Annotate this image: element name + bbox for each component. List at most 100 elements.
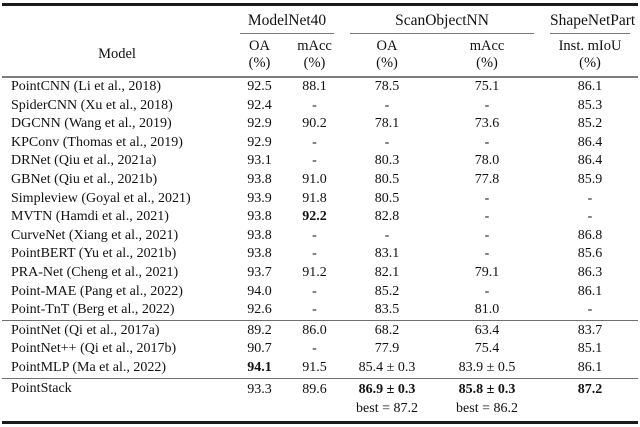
cell-model-name: PointMLP (Ma et al., 2022) [11, 359, 167, 375]
cell-model-name: Simpleview (Goyal et al., 2021) [11, 190, 191, 206]
cell-value-text: - [484, 134, 490, 150]
cell-value-text: 75.4 [474, 341, 500, 357]
best-score-note: best = 86.2 [456, 400, 518, 416]
cell-value: - [287, 227, 342, 246]
cell-value-text: 77.8 [474, 171, 500, 187]
cell-value: 92.9 [232, 115, 287, 134]
cell-value-text: - [484, 209, 490, 225]
cell-value-text: 86.9 ± 0.3 [358, 381, 416, 397]
cell-value-text: 90.2 [302, 116, 327, 132]
cell-value: 91.5 [287, 359, 342, 378]
cell-value-text: 93.8 [247, 171, 272, 187]
cell-model-name: KPConv (Thomas et al., 2019) [11, 134, 183, 150]
cell-value: 93.1 [232, 152, 287, 171]
cell-value-text: 91.0 [302, 171, 327, 187]
cell-value: 78.1 [342, 115, 432, 134]
cell-value-text: 86.3 [577, 264, 603, 280]
cell-value-text: 82.1 [374, 264, 400, 280]
cell-model-name: Point-MAE (Pang et al., 2022) [11, 283, 183, 299]
cell-value-text: 80.5 [374, 190, 400, 206]
cell-value-text: 83.1 [374, 246, 400, 262]
benchmark-results-table: ModelNet40 ScanObjectNN ShapeNetPart Mod… [2, 3, 639, 424]
cell-value-text: - [384, 134, 390, 150]
cell-value: 86.4 [542, 134, 638, 153]
cell-value: 91.2 [287, 264, 342, 283]
cell-value: 90.2 [287, 115, 342, 134]
cell-value-text: 85.3 [577, 97, 603, 113]
cell-value: 88.1 [287, 77, 342, 97]
cell-value-text: 92.5 [247, 79, 272, 94]
cell-value-text: - [312, 341, 317, 357]
cell-value: 85.2 [342, 283, 432, 302]
cell-value-text: 80.5 [374, 171, 400, 187]
cell-value-text: 85.2 [374, 283, 400, 299]
cell-model-name: CurveNet (Xiang et al., 2021) [11, 227, 179, 243]
cell-value: 93.7 [232, 264, 287, 283]
cell-value: - [287, 245, 342, 264]
cell-value-text: - [312, 246, 317, 262]
cell-value: 86.1 [542, 77, 638, 97]
cell-value-text: 85.9 [577, 171, 603, 187]
cell-value: 77.9 [342, 340, 432, 359]
cell-value: 91.0 [287, 171, 342, 190]
cell-model-name: DRNet (Qiu et al., 2021a) [11, 153, 157, 169]
table-body: PointCNN (Li et al., 2018) 92.5 88.1 78.5 75… [2, 77, 639, 422]
cell-value: 78.5 [342, 77, 432, 97]
cell-value-text: - [384, 227, 390, 243]
cell-value: 93.3 [232, 377, 287, 422]
cell-value-text: 83.7 [577, 322, 603, 338]
column-header-oa-scanobjectnn: OA (%) [342, 34, 433, 78]
cell-value-text: 78.0 [474, 153, 500, 169]
cell-value-text: 86.8 [577, 227, 603, 243]
cell-value-text: 78.5 [374, 79, 400, 94]
cell-value-text: 92.9 [247, 116, 272, 132]
cell-value: - [287, 97, 342, 116]
cell-value: 75.1 [432, 77, 542, 97]
cell-value-text: 85.2 [577, 116, 603, 132]
cell-value: - [287, 283, 342, 302]
table-row: PointMLP (Ma et al., 2022) 94.1 91.5 85.4 ±… [2, 359, 638, 378]
cell-value-text: 92.2 [302, 209, 327, 225]
cell-value-text: 87.2 [577, 381, 603, 397]
cell-value-text: 92.9 [247, 134, 272, 150]
table-row: CurveNet (Xiang et al., 2021) 93.8 - - - 86.8 [2, 227, 638, 246]
cell-value-text: - [484, 190, 490, 206]
dataset-group-row: ModelNet40 ScanObjectNN ShapeNetPart [2, 5, 638, 34]
cell-value-text: 89.2 [247, 322, 272, 338]
cell-model-name: PRA-Net (Cheng et al., 2021) [11, 264, 179, 280]
cell-value-text: 80.3 [374, 153, 400, 169]
table-row: PointBERT (Yu et al., 2021b) 93.8 - 83.1 - 85… [2, 245, 638, 264]
cell-value: 85.2 [542, 115, 638, 134]
table-row: Point-MAE (Pang et al., 2022) 94.0 - 85.2 - 8… [2, 283, 638, 302]
column-header-oa-modelnet40: OA (%) [232, 34, 287, 78]
cell-value-text: 93.8 [247, 246, 272, 262]
cell-value-text: - [587, 302, 593, 318]
cell-value-text: - [484, 246, 490, 262]
cell-value: 91.8 [287, 190, 342, 209]
cell-value-text: 93.8 [247, 227, 272, 243]
cell-value: 89.2 [232, 319, 287, 341]
table-row: DGCNN (Wang et al., 2019) 92.9 90.2 78.1 73.… [2, 115, 638, 134]
cell-model-name: Point-TnT (Berg et al., 2022) [11, 302, 175, 318]
cell-value-text: - [587, 209, 593, 225]
cell-value-text: 75.1 [474, 79, 500, 94]
cell-model-name: GBNet (Qiu et al., 2021b) [11, 171, 158, 187]
cell-value: 92.9 [232, 134, 287, 153]
cell-value: - [542, 301, 638, 320]
cell-value: 63.4 [432, 319, 543, 341]
cell-value-text: 93.8 [247, 209, 272, 225]
cell-value: 93.8 [232, 245, 287, 264]
shapenetpart-label: ShapeNetPart [550, 12, 635, 34]
cell-model-name: SpiderCNN (Xu et al., 2018) [11, 97, 173, 113]
cell-value: - [432, 190, 542, 209]
cell-value-text: 93.1 [247, 153, 272, 169]
cell-value: 75.4 [432, 340, 542, 359]
cell-value: - [432, 245, 542, 264]
cell-value-text: - [312, 227, 317, 243]
cell-value-text: 85.4 ± 0.3 [358, 359, 416, 375]
cell-value-text: 81.0 [474, 302, 500, 318]
cell-model-name: PointNet (Qi et al., 2017a) [2, 319, 232, 341]
cell-value: 86.1 [542, 359, 638, 378]
cell-value-text: 86.4 [577, 134, 603, 150]
